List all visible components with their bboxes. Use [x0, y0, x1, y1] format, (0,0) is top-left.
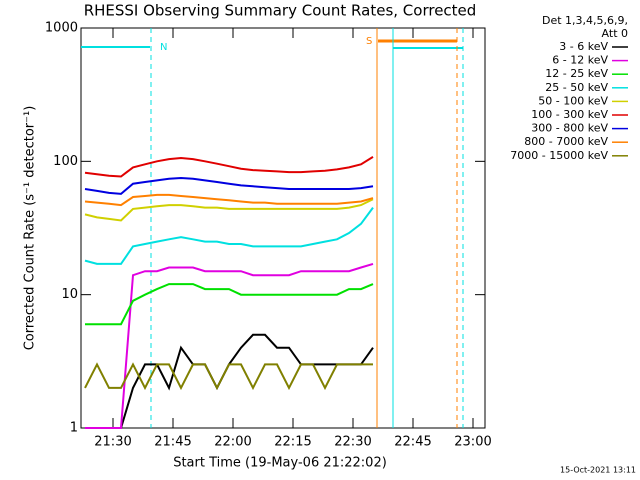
- annotation: S: [366, 36, 372, 47]
- x-tick-label: 22:15: [274, 435, 311, 450]
- legend-title: Det 1,3,4,5,6,9,: [542, 14, 628, 27]
- x-tick-label: 22:45: [394, 435, 431, 450]
- legend-label: 50 - 100 keV: [538, 94, 608, 107]
- legend-label: 800 - 7000 keV: [524, 135, 608, 148]
- series-line: [85, 262, 374, 429]
- y-tick-label: 1000: [45, 21, 78, 36]
- legend-label: 3 - 6 keV: [559, 40, 608, 53]
- series-line: [84, 193, 374, 207]
- series-line: [84, 362, 373, 391]
- legend-label: 7000 - 15000 keV: [510, 149, 608, 162]
- legend-label: 6 - 12 keV: [552, 54, 608, 67]
- x-tick-label: 23:00: [454, 435, 491, 450]
- x-tick-label: 21:30: [94, 435, 131, 450]
- series-line: [84, 198, 374, 222]
- series-line: [84, 207, 374, 265]
- x-tick-label: 21:45: [154, 435, 191, 450]
- y-axis-label: Corrected Count Rate (s⁻¹ detector⁻¹): [23, 106, 38, 351]
- x-tick-label: 22:00: [214, 435, 251, 450]
- legend-label: 300 - 800 keV: [531, 122, 608, 135]
- x-axis-label: Start Time (19-May-06 21:22:02): [173, 456, 387, 471]
- series-line: [84, 176, 374, 195]
- annotation: N: [160, 42, 167, 53]
- footer: 15-Oct-2021 13:11: [560, 466, 636, 475]
- legend-title: Att 0: [602, 27, 628, 40]
- legend-label: 12 - 25 keV: [545, 67, 608, 80]
- series-line: [85, 283, 374, 326]
- legend-label: 100 - 300 keV: [531, 108, 608, 121]
- flags: [81, 28, 464, 428]
- chart-title: RHESSI Observing Summary Count Rates, Co…: [84, 2, 477, 20]
- plot-frame: [80, 27, 486, 429]
- legend-label: 25 - 50 keV: [545, 81, 608, 94]
- x-tick-label: 22:30: [334, 435, 371, 450]
- series-line: [84, 156, 374, 178]
- y-tick-label: 100: [53, 154, 78, 169]
- y-tick-label: 1: [70, 421, 78, 436]
- y-tick-label: 10: [61, 287, 78, 302]
